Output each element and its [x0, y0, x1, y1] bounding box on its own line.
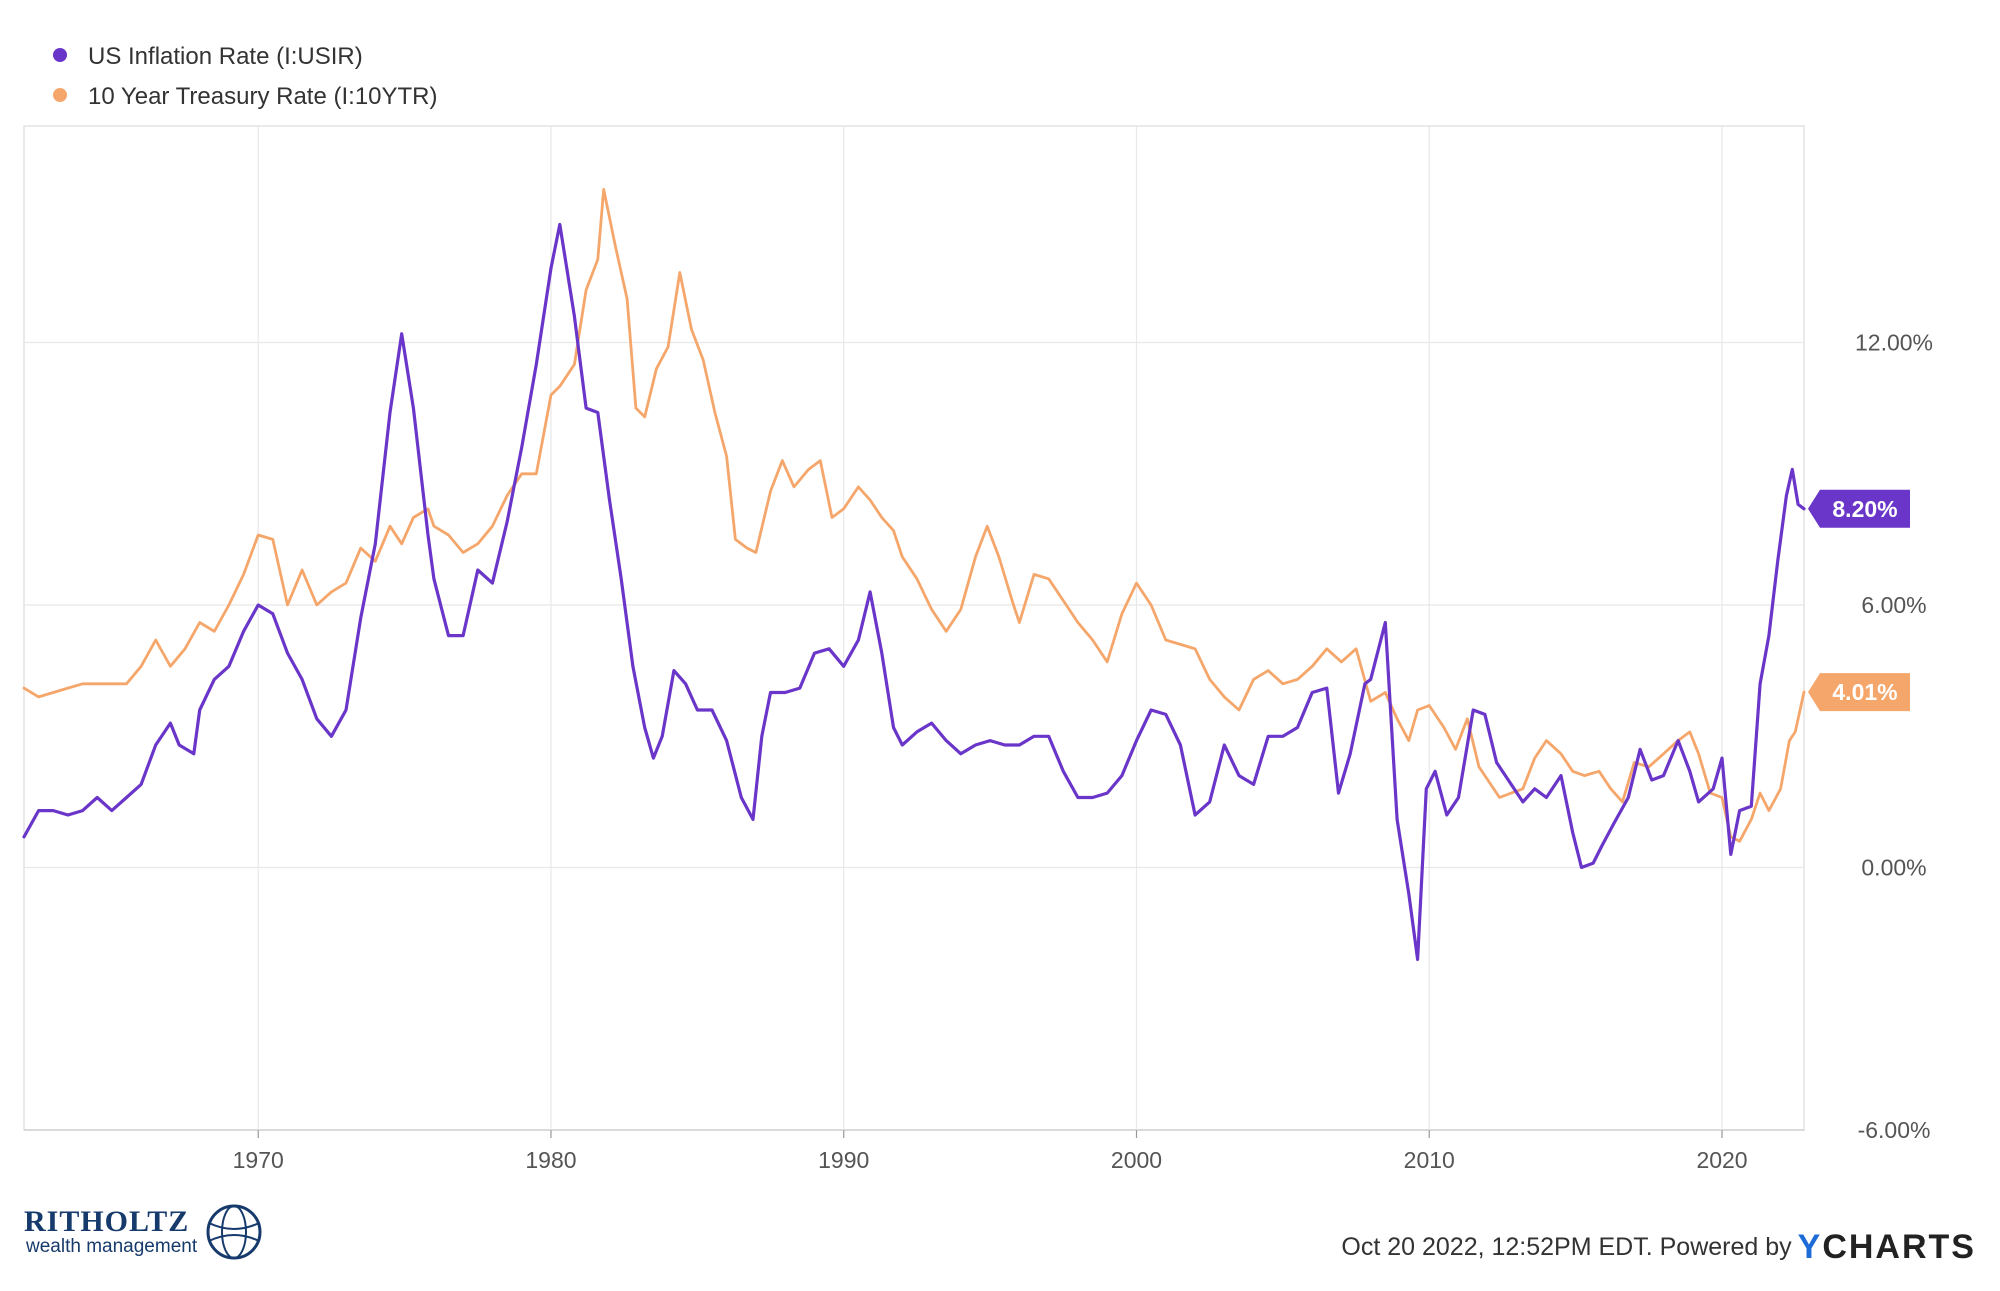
series-line-inflation[interactable]: [22, 222, 1806, 961]
ycharts-logo-y: Y: [1797, 1228, 1823, 1266]
x-tick-label-1980: 1980: [525, 1147, 576, 1173]
series-line-treasury[interactable]: [22, 188, 1806, 843]
legend-label-inflation: US Inflation Rate (I:USIR): [88, 43, 363, 70]
end-badge-label: 4.01%: [1832, 679, 1897, 705]
legend: US Inflation Rate (I:USIR) 10 Year Treas…: [53, 43, 438, 110]
end-badge-label: 8.20%: [1832, 496, 1897, 522]
x-tick-label-1970: 1970: [233, 1147, 284, 1173]
globe-icon: [206, 1204, 262, 1260]
end-badge-inflation: 8.20%: [1808, 489, 1910, 528]
legend-item-treasury[interactable]: 10 Year Treasury Rate (I:10YTR): [53, 83, 438, 110]
series-lines: [22, 188, 1806, 961]
y-tick-label-1: 0.00%: [1861, 855, 1926, 881]
legend-label-treasury: 10 Year Treasury Rate (I:10YTR): [88, 83, 438, 110]
logo-name: RITHOLTZ: [24, 1205, 190, 1238]
plot-area-border: [23, 125, 1805, 1131]
y-tick-label-3: 12.00%: [1855, 330, 1933, 356]
x-tick-label-2010: 2010: [1404, 1147, 1455, 1173]
legend-item-inflation[interactable]: US Inflation Rate (I:USIR): [53, 43, 363, 70]
ycharts-logo[interactable]: YCHARTS: [1798, 1228, 1976, 1267]
gridlines: [24, 126, 1804, 1131]
ritholtz-logo: RITHOLTZ wealth management: [24, 1201, 265, 1263]
y-tick-label-0: -6.00%: [1858, 1117, 1931, 1143]
x-tick-label-2020: 2020: [1696, 1147, 1747, 1173]
ycharts-logo-text: CHARTS: [1822, 1228, 1976, 1266]
end-value-badges: 8.20% 4.01%: [1808, 489, 1910, 712]
end-badge-treasury: 4.01%: [1808, 673, 1910, 712]
x-tick-label-2000: 2000: [1111, 1147, 1162, 1173]
logo-subtitle: wealth management: [26, 1236, 198, 1257]
x-tick-label-1990: 1990: [818, 1147, 869, 1173]
footer: Oct 20 2022, 12:52PM EDT. Powered by YCH…: [1341, 1228, 1976, 1267]
legend-marker-inflation: [53, 48, 67, 62]
x-axis-ticks: 1970 1980 1990 2000 2010 2020: [233, 1130, 1748, 1173]
y-axis-ticks: -6.00% 0.00% 6.00% 12.00%: [1855, 330, 1933, 1144]
end-badge-shape: [1808, 673, 1910, 712]
legend-marker-treasury: [53, 88, 67, 102]
footer-timestamp: Oct 20 2022, 12:52PM EDT. Powered by: [1341, 1233, 1792, 1261]
end-badge-shape: [1808, 489, 1910, 528]
y-tick-label-2: 6.00%: [1861, 592, 1926, 618]
